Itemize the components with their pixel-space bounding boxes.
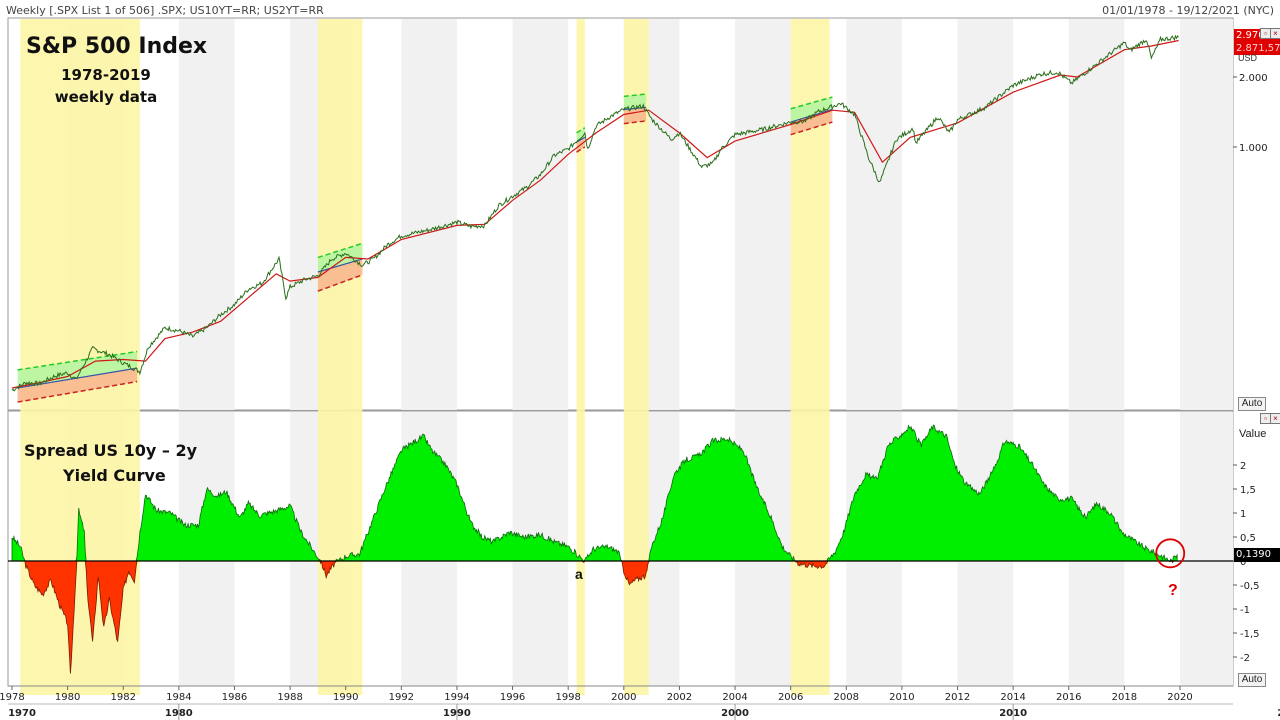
y-tick-label: 1.000 [1239, 143, 1268, 154]
currency-label: USD [1238, 53, 1258, 63]
y-tick-label: 2 [1240, 461, 1246, 472]
y-tick-label: -1 [1240, 605, 1250, 616]
x-tick-label: 2010 [889, 692, 914, 703]
spread-positive-area [11, 424, 1178, 562]
decade-label: 1970 [8, 708, 36, 719]
x-tick-label: 2006 [778, 692, 803, 703]
x-tick-label: 2016 [1056, 692, 1081, 703]
y-tick-label: 1 [1240, 509, 1246, 520]
annotation-a: a [575, 566, 583, 582]
price-line [11, 34, 1179, 392]
grid-band [1068, 19, 1125, 410]
x-tick-label: 1990 [333, 692, 358, 703]
x-tick-label: 1996 [500, 692, 525, 703]
highlight-period [623, 19, 649, 695]
trend-channel-lower-fill [790, 109, 833, 135]
x-tick-label: 1988 [277, 692, 302, 703]
highlight-period [576, 19, 585, 695]
y-tick-label: -0,5 [1240, 581, 1260, 592]
decade-label: 2020 [1277, 708, 1280, 719]
x-tick-label: 1986 [222, 692, 247, 703]
chart-title: S&P 500 Index [26, 34, 208, 59]
trend-channel-upper-fill [790, 97, 833, 123]
grid-band [846, 19, 902, 410]
grid-band [1180, 19, 1233, 410]
grid-band [401, 19, 457, 410]
trend-line-upper [17, 350, 138, 371]
x-tick-label: 1984 [166, 692, 191, 703]
x-tick-label: 2008 [834, 692, 859, 703]
y-tick-label: 0 [1240, 557, 1246, 568]
upper-panel-close-icon[interactable]: × [1270, 28, 1280, 39]
grid-band [512, 19, 569, 410]
lower-panel-subtitle: Yield Curve [63, 466, 166, 485]
spread-last-value-label: 0,1390 [1234, 548, 1280, 562]
x-tick-label: 1982 [111, 692, 136, 703]
y-tick-label: 1,5 [1240, 485, 1256, 496]
y-tick-label: 0,5 [1240, 533, 1256, 544]
trend-line-upper [790, 96, 833, 110]
x-tick-label: 2018 [1112, 692, 1137, 703]
chart-subtitle-range: 1978-2019 [61, 66, 151, 84]
lower-axis-title: Value [1239, 428, 1267, 440]
trend-line-lower [623, 120, 647, 125]
grid-band [178, 19, 235, 410]
annotation-question-mark: ? [1168, 582, 1178, 599]
grid-band [1180, 412, 1233, 686]
x-tick-label: 1978 [0, 692, 25, 703]
x-tick-label: 1980 [55, 692, 80, 703]
x-tick-label: 2000 [611, 692, 636, 703]
auto-scale-button-upper[interactable]: Auto [1238, 397, 1266, 411]
x-tick-label: 1994 [444, 692, 469, 703]
chart-header-date-range: 01/01/1978 - 19/12/2021 (NYC) [1102, 4, 1274, 17]
y-tick-label: -2 [1240, 653, 1250, 664]
moving-average-line [11, 39, 1179, 389]
y-tick-label: 2.000 [1239, 73, 1268, 84]
grid-band [735, 19, 791, 410]
panel-close-icon[interactable]: × [1270, 413, 1280, 424]
y-tick-label: -1,5 [1240, 629, 1260, 640]
trend-line-lower [576, 146, 586, 153]
trend-channel-lower-fill [17, 368, 138, 403]
x-tick-label: 2020 [1167, 692, 1192, 703]
annotation-circle [1155, 538, 1186, 569]
chart-header-symbols: Weekly [.SPX List 1 of 506] .SPX; US10YT… [6, 4, 324, 17]
x-tick-label: 2014 [1000, 692, 1025, 703]
trend-line-mid [317, 258, 363, 273]
x-tick-label: 2012 [945, 692, 970, 703]
grid-band [957, 19, 1014, 410]
auto-scale-button-lower[interactable]: Auto [1238, 673, 1266, 687]
moving-average-label: 2.871,57 [1234, 42, 1280, 55]
trend-line-lower [790, 121, 833, 136]
trend-channel-lower-fill [317, 258, 363, 292]
chart-subtitle-frequency: weekly data [54, 88, 158, 106]
x-tick-label: 1998 [555, 692, 580, 703]
x-tick-label: 1992 [389, 692, 414, 703]
x-tick-label: 2002 [667, 692, 692, 703]
x-tick-label: 2004 [722, 692, 747, 703]
lower-panel-title: Spread US 10y – 2y [24, 441, 198, 460]
trend-line-upper [576, 127, 586, 134]
trend-line-upper [623, 93, 647, 98]
trend-line-mid [576, 136, 586, 143]
highlight-period [317, 19, 363, 695]
trend-line-lower [17, 380, 138, 403]
